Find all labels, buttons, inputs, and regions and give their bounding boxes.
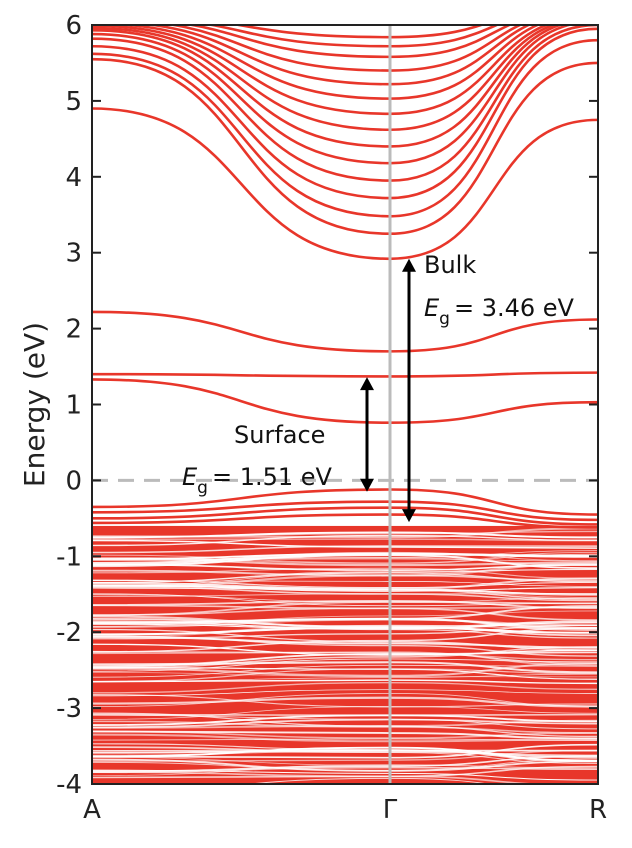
surface-gap-subscript: g xyxy=(197,478,208,498)
valence-band-gap-line xyxy=(92,706,598,720)
valence-band-gap-line xyxy=(92,730,598,739)
bulk-gap-symbol: E xyxy=(424,294,440,322)
bulk-gap-value: = 3.46 eV xyxy=(454,294,575,322)
conduction-band xyxy=(204,25,501,48)
valence-band-gap-line xyxy=(92,651,598,668)
y-tick-label: -2 xyxy=(56,618,82,648)
surface-gap-band xyxy=(92,310,598,353)
valence-top-band xyxy=(92,506,598,526)
y-tick-label: -3 xyxy=(56,694,82,724)
conduction-band xyxy=(92,107,598,261)
valence-band-gap-line xyxy=(92,568,598,584)
y-tick-label: 3 xyxy=(65,239,82,269)
valence-band-gap-line xyxy=(92,550,598,560)
valence-band-gap-line xyxy=(92,617,598,637)
y-tick-label: 4 xyxy=(65,163,82,193)
valence-band-gap-line xyxy=(92,749,598,763)
valence-band-gap-line xyxy=(92,604,598,621)
valence-band-gap-line xyxy=(92,554,598,570)
valence-band-gap-line xyxy=(92,755,598,773)
y-tick-label: 5 xyxy=(65,87,82,117)
gap-arrows xyxy=(360,258,416,523)
y-tick-label: 6 xyxy=(65,11,82,41)
valence-band-gap-line xyxy=(92,673,598,683)
valence-band-gap-line xyxy=(92,758,598,772)
valence-band-gap-line xyxy=(92,531,598,539)
valence-band-gap-line xyxy=(92,610,598,627)
x-tick-label: A xyxy=(83,795,101,825)
valence-band-gap-line xyxy=(92,534,598,547)
valence-band-gap-line xyxy=(92,712,598,738)
valence-band-gap-line xyxy=(92,585,598,602)
valence-band-gap-line xyxy=(92,692,598,707)
y-tick-label: 1 xyxy=(65,391,82,421)
valence-band-gap-line xyxy=(92,563,598,571)
valence-band-gap-line xyxy=(92,720,598,734)
valence-band-gap-line xyxy=(92,552,598,560)
valence-band-gap-line xyxy=(92,624,598,636)
valence-band-gap-line xyxy=(92,733,598,743)
valence-band-gap-line xyxy=(92,584,598,592)
valence-band-gap-line xyxy=(92,743,598,759)
valence-band-gap-line xyxy=(92,679,598,685)
surface-gap-band xyxy=(92,371,598,378)
valence-band-gap-line xyxy=(92,643,598,656)
x-tick-label: R xyxy=(589,795,607,825)
conduction-band xyxy=(102,25,541,100)
valence-band-gap-line xyxy=(92,718,598,729)
axis-ticks: -4 -3 -2 -1 0 1 2 3 4 5 6 A Γ R xyxy=(56,11,607,825)
valence-band-gap-line xyxy=(92,605,598,624)
surface-gap-value: = 1.51 eV xyxy=(212,463,333,491)
surface-label: Surface xyxy=(234,421,325,449)
bulk-label: Bulk xyxy=(424,251,476,279)
conduction-band xyxy=(92,57,598,236)
valence-band-gap-line xyxy=(92,593,598,607)
conduction-band xyxy=(231,25,485,39)
y-tick-label: 0 xyxy=(65,466,82,496)
valence-band-gap-line xyxy=(92,758,598,771)
y-tick-label: -1 xyxy=(56,542,82,572)
valence-band-gap-line xyxy=(92,651,598,667)
surface-gap-band xyxy=(92,378,598,425)
surface-gap-label: Eg = 1.51 eV xyxy=(182,463,333,498)
valence-band-gap-line xyxy=(92,696,598,708)
valence-band-gap-line xyxy=(92,764,598,776)
valence-band-gap-line xyxy=(92,713,598,717)
valence-band-gap-line xyxy=(92,601,598,617)
x-tick-label: Γ xyxy=(383,795,398,825)
valence-band-gap-line xyxy=(244,777,493,784)
valence-band-gap-line xyxy=(92,545,598,554)
valence-band-gap-line xyxy=(92,662,598,677)
valence-band-gap-line xyxy=(92,746,598,762)
valence-band-gap-line xyxy=(92,689,598,697)
surface-gap-symbol: E xyxy=(182,463,198,491)
bands-layer xyxy=(92,25,598,784)
valence-band-gap-line xyxy=(92,730,598,740)
valence-band-gap-line xyxy=(92,749,598,754)
valence-top-band xyxy=(92,513,598,529)
valence-band-gap-line xyxy=(92,746,598,757)
y-tick-label: 2 xyxy=(65,315,82,345)
y-axis-title: Energy (eV) xyxy=(18,322,51,487)
bulk-gap-subscript: g xyxy=(439,309,450,329)
valence-top-band xyxy=(92,488,598,516)
valence-band-gap-line xyxy=(92,539,598,549)
surface-gap-arrow xyxy=(360,377,374,492)
valence-band-gap-line xyxy=(92,599,598,609)
bulk-gap-arrow xyxy=(402,258,416,523)
valence-band-gap-line xyxy=(92,646,598,669)
valence-band-gap-line xyxy=(92,579,598,588)
y-tick-label: -4 xyxy=(56,770,82,800)
conduction-band xyxy=(92,25,564,148)
valence-band-gap-line xyxy=(92,538,598,542)
bulk-gap-label: Eg = 3.46 eV xyxy=(424,294,575,329)
valence-band-gap-line xyxy=(92,682,598,694)
valence-band-gap-line xyxy=(92,756,598,769)
